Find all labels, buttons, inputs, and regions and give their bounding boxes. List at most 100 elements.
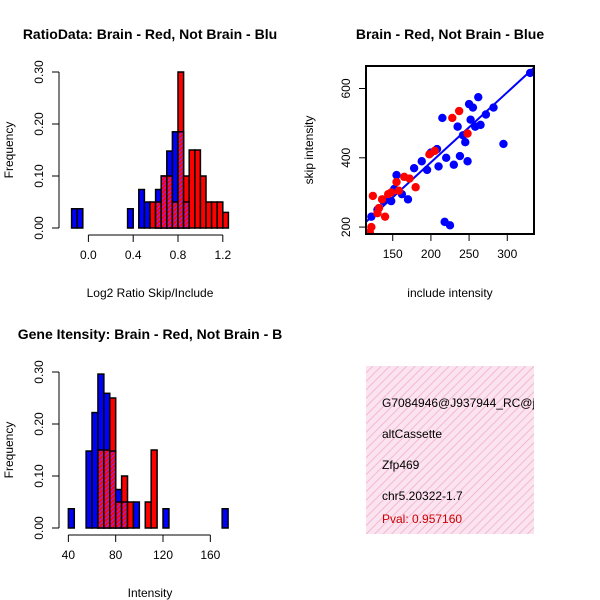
intensity-title: Gene Itensity: Brain - Red, Not Brain - … (18, 326, 282, 342)
scatter-ylabel: skip intensity (302, 116, 316, 185)
ratio-histogram: RatioData: Brain - Red, Not Brain - Blu … (2, 26, 277, 300)
brain-bar (205, 201, 213, 229)
overlap-bar (103, 449, 111, 529)
not-brain-point (417, 157, 426, 166)
x-tick-label: 160 (200, 548, 220, 562)
not-brain-point (441, 153, 451, 162)
brain-point (454, 106, 464, 116)
not-brain-bar (221, 508, 229, 529)
not-brain-bar (70, 208, 78, 229)
not-brain-bar (91, 411, 99, 529)
y-tick-label: 600 (339, 78, 353, 98)
probe-id: G7084946@J937944_RC@j_at (382, 396, 534, 410)
overlap-bar (114, 501, 123, 529)
info-panel: G7084946@J937944_RC@j_at altCassette Zfp… (366, 366, 534, 534)
x-tick-label: 0.4 (125, 248, 142, 262)
brain-bar (144, 501, 152, 529)
brain-bar (194, 149, 202, 229)
scatter-points (366, 66, 534, 234)
x-tick-label: 40 (62, 548, 76, 562)
brain-point (374, 203, 384, 213)
x-tick-label: 80 (109, 548, 123, 562)
event-type: altCassette (382, 427, 443, 441)
brain-point (463, 129, 472, 138)
brain-bar (210, 201, 218, 229)
not-brain-point (525, 68, 534, 78)
not-brain-bar (138, 188, 146, 229)
intensity-ylabel: Frequency (2, 422, 16, 479)
y-tick-label: 0.10 (32, 164, 46, 188)
not-brain-point (476, 120, 485, 130)
y-tick-label: 0.20 (32, 112, 46, 136)
x-tick-label: 200 (421, 247, 441, 261)
not-brain-point (455, 151, 465, 161)
scatter-title: Brain - Red, Not Brain - Blue (356, 26, 544, 42)
ratio-axes: 0.0 0.4 0.8 1.2 0.00 0.10 0.20 0.30 (32, 60, 231, 262)
scatter-plot-area (366, 66, 534, 234)
brain-point (411, 183, 420, 192)
not-brain-point (422, 165, 432, 175)
brain-point (377, 195, 387, 204)
not-brain-point (367, 212, 376, 221)
genomic-location: chr5.20322-1.7 (382, 489, 463, 503)
y-tick-label: 0.00 (32, 516, 46, 540)
not-brain-point (489, 103, 498, 112)
scatter-xlabel: include intensity (407, 286, 492, 300)
overlap-bar (120, 501, 129, 529)
p-value: Pval: 0.957160 (382, 512, 463, 526)
not-brain-point (445, 221, 455, 230)
not-brain-bar (85, 450, 93, 529)
plot-frame (365, 65, 535, 235)
brain-point (394, 186, 404, 195)
not-brain-point (466, 115, 475, 124)
not-brain-bar (132, 501, 141, 529)
overlap-bar (154, 201, 162, 229)
ratio-bars (70, 71, 230, 229)
not-brain-point (468, 103, 478, 112)
brain-point (380, 212, 390, 221)
y-tick-label: 400 (339, 147, 353, 167)
x-tick-label: 250 (459, 247, 479, 261)
not-brain-bar (126, 208, 134, 229)
x-tick-label: 300 (497, 247, 517, 261)
ratio-title: RatioData: Brain - Red, Not Brain - Blu (23, 26, 277, 42)
brain-point (387, 188, 396, 197)
not-brain-bar (162, 508, 170, 529)
y-tick-label: 0.30 (32, 60, 46, 84)
overlap-bar (182, 201, 190, 229)
overlap-bar (171, 201, 179, 229)
not-brain-point (449, 160, 459, 169)
intensity-bars (67, 373, 229, 529)
not-brain-point (434, 162, 443, 171)
not-brain-point (474, 92, 483, 102)
overlap-bar (109, 450, 117, 529)
not-brain-point (499, 139, 508, 149)
overlap-bar (160, 175, 168, 229)
brain-bar (216, 201, 224, 229)
y-tick-label: 0.00 (32, 216, 46, 240)
not-brain-point (453, 122, 462, 131)
scatter-axes: 150 200 250 300 200 400 600 (339, 65, 535, 261)
x-tick-label: 0.0 (80, 248, 97, 262)
overlap-bar (97, 449, 105, 529)
y-tick-label: 0.30 (32, 360, 46, 384)
y-tick-label: 200 (339, 217, 353, 237)
not-brain-bar (67, 508, 76, 529)
x-tick-label: 120 (153, 548, 173, 562)
ratio-xlabel: Log2 Ratio Skip/Include (87, 286, 214, 300)
gene-name: Zfp469 (382, 458, 420, 472)
x-tick-label: 150 (383, 247, 403, 261)
x-tick-label: 1.2 (214, 248, 231, 262)
brain-bar (149, 201, 157, 229)
intensity-axes: 40 80 120 160 0.00 0.10 0.20 0.30 (32, 360, 221, 562)
regression-line (366, 66, 534, 223)
info-panel-background (366, 366, 534, 534)
not-brain-point (438, 113, 447, 123)
brain-point (430, 146, 439, 156)
x-tick-label: 0.8 (170, 248, 187, 262)
not-brain-point (392, 170, 401, 180)
brain-point (368, 191, 378, 201)
not-brain-bar (143, 201, 151, 229)
brain-bar (188, 149, 196, 229)
